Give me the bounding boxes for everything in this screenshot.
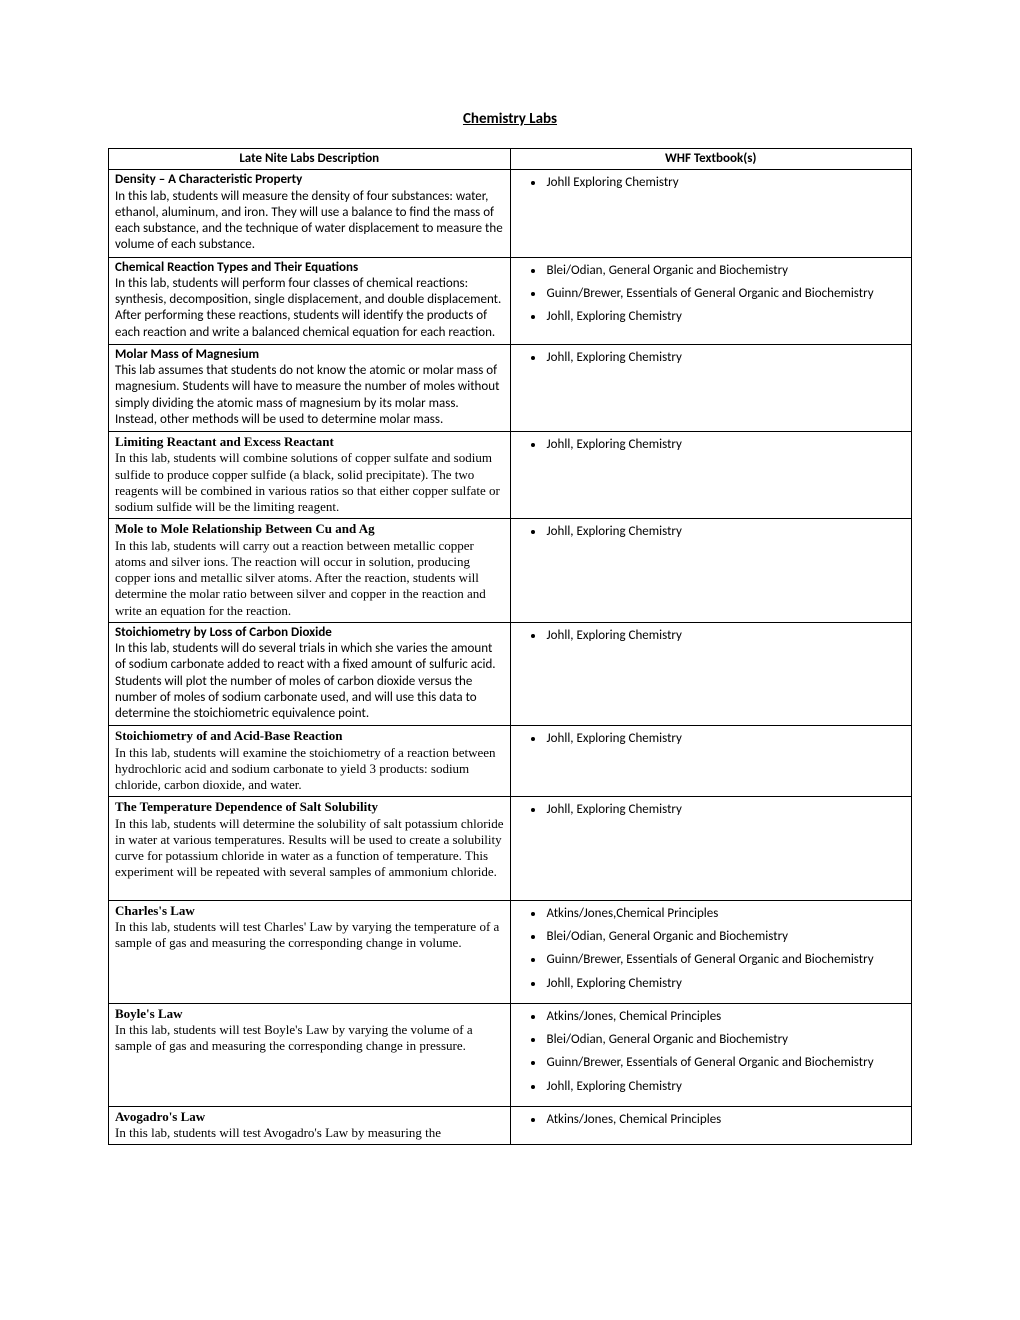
lab-title: Mole to Mole Relationship Between Cu and… [115,521,375,536]
textbook-item: Johll, Exploring Chemistry [545,308,906,331]
textbook-item: Atkins/Jones, Chemical Principles [545,1008,906,1031]
table-row: Stoichiometry by Loss of Carbon DioxideI… [109,622,912,726]
table-row: The Temperature Dependence of Salt Solub… [109,797,912,901]
lab-description-cell: Limiting Reactant and Excess ReactantIn … [109,432,511,519]
textbook-list: Johll, Exploring Chemistry [517,730,906,753]
table-row: Molar Mass of MagnesiumThis lab assumes … [109,344,912,431]
textbook-list: Johll, Exploring Chemistry [517,436,906,459]
textbook-list: Blei/Odian, General Organic and Biochemi… [517,262,906,332]
lab-description-cell: Chemical Reaction Types and Their Equati… [109,257,511,344]
lab-title: Stoichiometry by Loss of Carbon Dioxide [115,625,332,640]
textbook-item: Blei/Odian, General Organic and Biochemi… [545,262,906,285]
textbook-list: Atkins/Jones, Chemical Principles [517,1111,906,1134]
textbook-list: Johll, Exploring Chemistry [517,523,906,546]
textbook-item: Guinn/Brewer, Essentials of General Orga… [545,285,906,308]
textbook-list: Atkins/Jones,Chemical PrinciplesBlei/Odi… [517,905,906,998]
lab-title: Chemical Reaction Types and Their Equati… [115,260,358,275]
table-row: Chemical Reaction Types and Their Equati… [109,257,912,344]
textbook-list: Johll, Exploring Chemistry [517,349,906,372]
lab-description: This lab assumes that students do not kn… [115,363,499,427]
textbook-item: Johll Exploring Chemistry [545,174,906,197]
lab-description: In this lab, students will carry out a r… [115,538,486,618]
textbook-item: Johll, Exploring Chemistry [545,975,906,998]
lab-description: In this lab, students will test Boyle's … [115,1022,473,1053]
lab-description-cell: Mole to Mole Relationship Between Cu and… [109,519,511,623]
lab-description: In this lab, students will measure the d… [115,189,503,253]
lab-description-cell: The Temperature Dependence of Salt Solub… [109,797,511,901]
textbooks-cell: Atkins/Jones,Chemical PrinciplesBlei/Odi… [510,900,912,1003]
textbook-item: Atkins/Jones,Chemical Principles [545,905,906,928]
textbooks-cell: Atkins/Jones, Chemical Principles [510,1106,912,1145]
table-row: Avogadro's LawIn this lab, students will… [109,1106,912,1145]
lab-title: Stoichiometry of and Acid-Base Reaction [115,728,342,743]
textbook-item: Guinn/Brewer, Essentials of General Orga… [545,1054,906,1077]
table-row: Stoichiometry of and Acid-Base Reaction I… [109,726,912,797]
lab-description: In this lab, students will combine solut… [115,450,500,514]
textbooks-cell: Johll, Exploring Chemistry [510,519,912,623]
textbook-item: Atkins/Jones, Chemical Principles [545,1111,906,1134]
lab-title: Avogadro's Law [115,1109,205,1124]
textbooks-cell: Johll, Exploring Chemistry [510,432,912,519]
lab-description: In this lab, students will do several tr… [115,641,496,721]
col-header-textbooks: WHF Textbook(s) [510,149,912,170]
textbook-list: Atkins/Jones, Chemical PrinciplesBlei/Od… [517,1008,906,1101]
lab-title: Boyle's Law [115,1006,183,1021]
lab-description-cell: Stoichiometry by Loss of Carbon DioxideI… [109,622,511,726]
textbook-item: Johll, Exploring Chemistry [545,627,906,650]
lab-description-cell: Molar Mass of MagnesiumThis lab assumes … [109,344,511,431]
textbook-item: Johll, Exploring Chemistry [545,1078,906,1101]
lab-title: Charles's Law [115,903,195,918]
lab-title: Limiting Reactant and Excess Reactant [115,434,334,449]
lab-description: In this lab, students will determine the… [115,816,504,880]
lab-description-cell: Density – A Characteristic Property In th… [109,170,511,257]
lab-description: In this lab, students will examine the s… [115,745,496,793]
textbook-item: Johll, Exploring Chemistry [545,730,906,753]
textbook-list: Johll, Exploring Chemistry [517,627,906,650]
textbooks-cell: Johll, Exploring Chemistry [510,344,912,431]
textbook-item: Blei/Odian, General Organic and Biochemi… [545,1031,906,1054]
textbooks-cell: Atkins/Jones, Chemical PrinciplesBlei/Od… [510,1003,912,1106]
lab-title: Molar Mass of Magnesium [115,347,259,362]
textbook-item: Johll, Exploring Chemistry [545,436,906,459]
table-row: Mole to Mole Relationship Between Cu and… [109,519,912,623]
textbook-item: Guinn/Brewer, Essentials of General Orga… [545,951,906,974]
textbook-item: Johll, Exploring Chemistry [545,349,906,372]
textbooks-cell: Johll Exploring Chemistry [510,170,912,257]
textbook-item: Johll, Exploring Chemistry [545,523,906,546]
page-title: Chemistry Labs [108,110,912,128]
table-row: Charles's LawIn this lab, students will … [109,900,912,1003]
textbook-list: Johll, Exploring Chemistry [517,801,906,824]
textbook-item: Blei/Odian, General Organic and Biochemi… [545,928,906,951]
table-row: Boyle's LawIn this lab, students will te… [109,1003,912,1106]
labs-table: Late Nite Labs Description WHF Textbook(… [108,148,912,1145]
table-header-row: Late Nite Labs Description WHF Textbook(… [109,149,912,170]
table-row: Limiting Reactant and Excess ReactantIn … [109,432,912,519]
lab-description: In this lab, students will test Charles'… [115,919,499,950]
lab-description: In this lab, students will perform four … [115,276,501,340]
lab-title: Density – A Characteristic Property [115,172,302,187]
textbook-item: Johll, Exploring Chemistry [545,801,906,824]
lab-description-cell: Boyle's LawIn this lab, students will te… [109,1003,511,1106]
textbooks-cell: Blei/Odian, General Organic and Biochemi… [510,257,912,344]
textbooks-cell: Johll, Exploring Chemistry [510,726,912,797]
table-row: Density – A Characteristic Property In th… [109,170,912,257]
textbooks-cell: Johll, Exploring Chemistry [510,797,912,901]
lab-description: In this lab, students will test Avogadro… [115,1125,441,1140]
lab-title: The Temperature Dependence of Salt Solub… [115,799,378,814]
textbooks-cell: Johll, Exploring Chemistry [510,622,912,726]
lab-description-cell: Stoichiometry of and Acid-Base Reaction I… [109,726,511,797]
textbook-list: Johll Exploring Chemistry [517,174,906,197]
lab-description-cell: Charles's LawIn this lab, students will … [109,900,511,1003]
lab-description-cell: Avogadro's LawIn this lab, students will… [109,1106,511,1145]
col-header-description: Late Nite Labs Description [109,149,511,170]
